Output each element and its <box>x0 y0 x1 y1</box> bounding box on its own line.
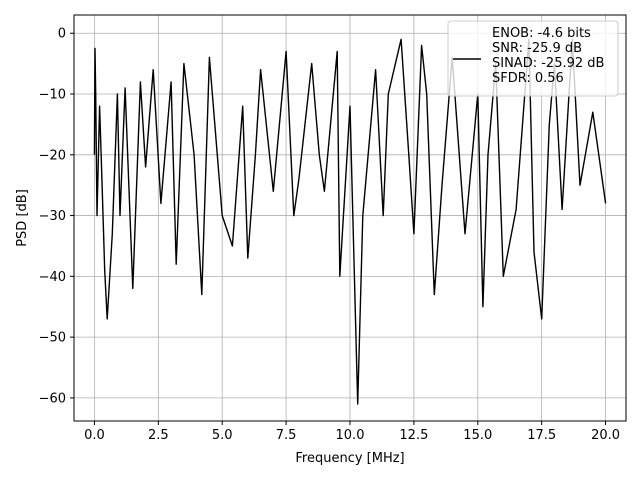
x-tick-label: 12.5 <box>399 428 428 443</box>
x-axis-label: Frequency [MHz] <box>295 451 404 466</box>
psd-series-line <box>93 38 607 405</box>
legend-entry-snr: SNR: -25.9 dB <box>492 41 582 56</box>
y-tick-label: −10 <box>39 88 66 103</box>
legend-entry-enob: ENOB: -4.6 bits <box>492 26 591 41</box>
x-tick-label: 7.5 <box>276 428 297 443</box>
x-tick-label: 5.0 <box>212 428 233 443</box>
x-tick-label: 20.0 <box>591 428 620 443</box>
legend-box <box>447 20 619 97</box>
legend: ENOB: -4.6 bits SNR: -25.9 dB SINAD: -25… <box>447 20 619 97</box>
x-tick-label: 2.5 <box>148 428 169 443</box>
y-tick-label: −50 <box>39 331 66 346</box>
data-series <box>93 38 607 405</box>
x-tick-label: 17.5 <box>527 428 556 443</box>
legend-entry-sfdr: SFDR: 0.56 <box>492 71 564 86</box>
x-tick-label: 0.0 <box>84 428 105 443</box>
x-tick-label: 10.0 <box>336 428 365 443</box>
y-tick-label: −30 <box>39 209 66 224</box>
y-tick-label: −20 <box>39 148 66 163</box>
legend-entry-sinad: SINAD: -25.92 dB <box>492 56 604 71</box>
x-tick-label: 15.0 <box>463 428 492 443</box>
y-tick-label: −60 <box>39 391 66 406</box>
y-tick-label: 0 <box>58 27 66 42</box>
y-axis-ticks: 0 −10 −20 −30 −40 −50 −60 <box>39 27 74 406</box>
y-axis-label: PSD [dB] <box>15 189 30 247</box>
y-tick-label: −40 <box>39 270 66 285</box>
x-axis-ticks: 0.0 2.5 5.0 7.5 10.0 12.5 15.0 17.5 20.0 <box>84 421 620 443</box>
